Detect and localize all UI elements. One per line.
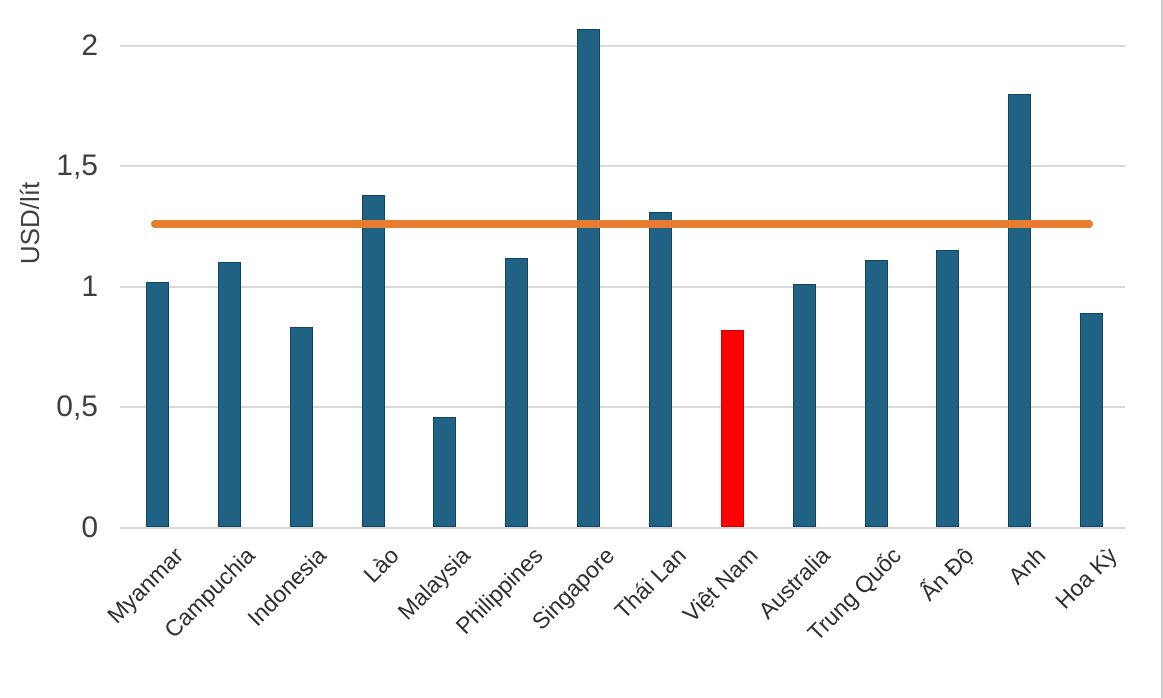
bar-hoa-kỳ — [1080, 313, 1104, 528]
y-tick-label: 1 — [81, 269, 98, 303]
gridline-1 — [120, 285, 1125, 288]
bar-trung-quốc — [864, 259, 888, 528]
x-axis-label-hoa-kỳ: Hoa Kỳ — [1050, 542, 1122, 614]
bar-việt-nam — [720, 329, 744, 528]
bar-campuchia — [217, 262, 241, 528]
gridline-2 — [120, 44, 1125, 47]
bar-indonesia — [289, 327, 313, 528]
x-axis-label-ấn-độ: Ấn Độ — [914, 542, 979, 606]
bar-ấn-độ — [936, 250, 960, 528]
bar-myanmar — [146, 281, 169, 528]
x-axis-label-việt-nam: Việt Nam — [677, 542, 763, 627]
bar-malaysia — [433, 416, 457, 528]
x-axis-label-indonesia: Indonesia — [242, 542, 332, 631]
bar-singapore — [577, 28, 601, 528]
bar-philippines — [505, 257, 529, 528]
bar-australia — [792, 284, 816, 528]
gridline-1,5 — [120, 165, 1125, 167]
x-axis-label-thái-lan: Thái Lan — [609, 542, 691, 624]
y-axis-title: USD/lít — [15, 181, 45, 265]
y-tick-label: 2 — [81, 28, 98, 62]
gridline-0 — [120, 526, 1125, 529]
y-tick-label: 0 — [81, 510, 98, 544]
bar-anh — [1008, 93, 1032, 528]
bar-thái-lan — [648, 211, 672, 528]
y-tick-label: 0,5 — [56, 390, 98, 423]
y-tick-label: 1,5 — [56, 149, 98, 182]
bar-lào — [361, 194, 385, 528]
gridline-0,5 — [120, 406, 1125, 408]
x-axis-label-anh: Anh — [1002, 542, 1051, 590]
x-axis-label-lào: Lào — [357, 542, 404, 588]
average-reference-line — [151, 219, 1093, 228]
